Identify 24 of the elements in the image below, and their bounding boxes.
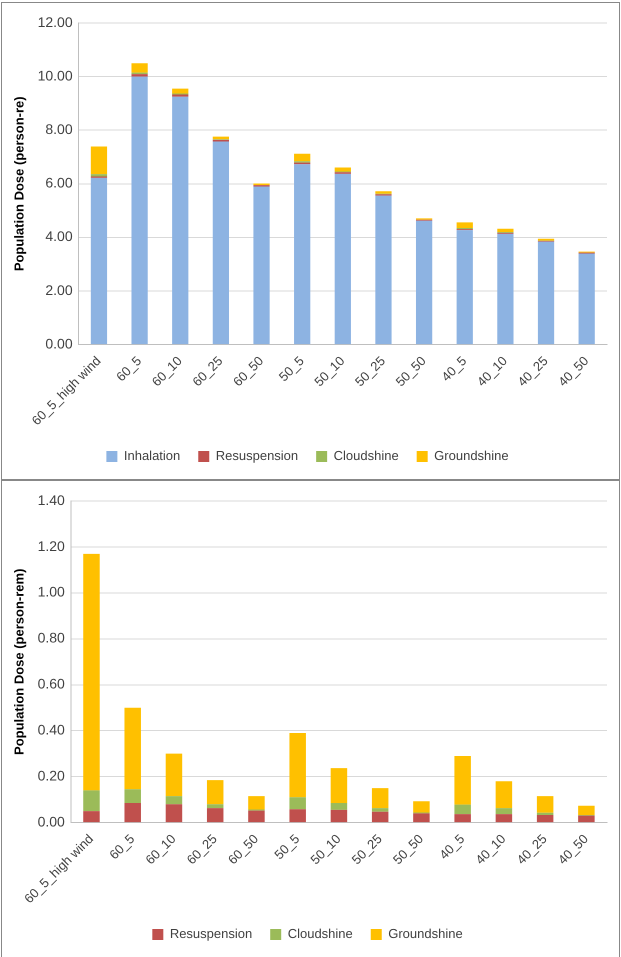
y-tick-label: 0.60 (38, 676, 66, 692)
y-tick-label: 0.00 (45, 335, 73, 352)
y-tick-label: 2.00 (45, 282, 73, 298)
y-tick-label: 8.00 (45, 121, 73, 138)
y-tick-label: 0.80 (38, 630, 66, 646)
y-axis-title: Population Dose (person-rem) (11, 568, 26, 755)
legend-label: Inhalation (124, 448, 180, 464)
y-tick-label: 12.00 (38, 14, 73, 30)
legend-label: Cloudshine (288, 926, 353, 942)
legend-label: Resuspension (216, 448, 298, 464)
y-tick-label: 1.20 (38, 538, 66, 554)
y-axis-title: Population Dose (person-re) (11, 96, 26, 272)
y-tick-label: 1.00 (38, 584, 66, 600)
legend-label: Resuspension (170, 926, 252, 942)
y-tick-label: 0.40 (38, 722, 66, 738)
y-tick-label: 6.00 (45, 174, 73, 191)
y-tick-label: 4.00 (45, 228, 73, 244)
legend-label: Cloudshine (334, 448, 399, 464)
legend-label: Groundshine (388, 926, 463, 942)
y-tick-label: 10.00 (38, 67, 73, 84)
y-tick-label: 0.20 (38, 767, 66, 784)
y-tick-label: 1.40 (38, 492, 66, 508)
legend-label: Groundshine (434, 448, 509, 464)
y-tick-label: 0.00 (38, 813, 66, 830)
